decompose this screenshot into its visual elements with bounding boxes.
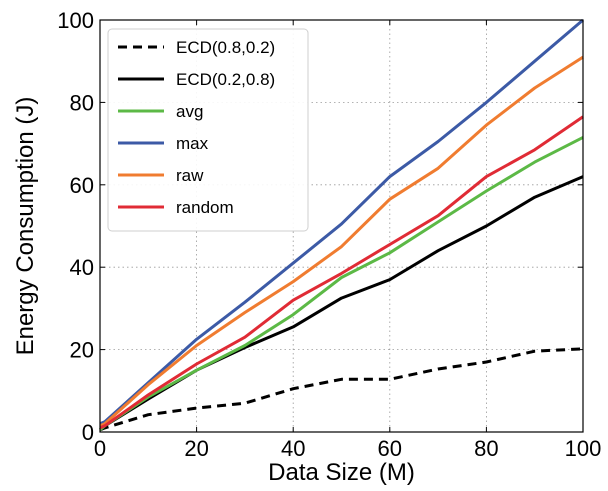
y-tick-label: 60 xyxy=(70,173,94,198)
legend-label: ECD(0.2,0.8) xyxy=(176,70,275,89)
y-tick-label: 20 xyxy=(70,338,94,363)
legend-label: random xyxy=(176,198,234,217)
legend-label: max xyxy=(176,134,209,153)
legend-label: raw xyxy=(176,166,204,185)
x-tick-label: 0 xyxy=(94,436,106,461)
plot-frame xyxy=(99,19,584,433)
y-tick-label: 40 xyxy=(70,255,94,280)
y-tick-label: 80 xyxy=(70,90,94,115)
series-lines xyxy=(99,18,584,432)
series-line-5 xyxy=(99,115,584,430)
legend: ECD(0.8,0.2) ECD(0.2,0.8) avg max raw random xyxy=(107,28,309,232)
y-axis-label: Energy Consumption (J) xyxy=(12,97,39,356)
legend-label: ECD(0.8,0.2) xyxy=(176,38,275,57)
legend-label: avg xyxy=(176,102,203,121)
x-tick-label: 40 xyxy=(281,436,305,461)
y-tick-label: 0 xyxy=(82,420,94,445)
axis-ticks: 0 20 40 60 80 100 0 20 40 60 80 100 xyxy=(57,8,601,461)
x-tick-label: 20 xyxy=(184,436,208,461)
x-axis-label: Data Size (M) xyxy=(268,459,415,486)
x-tick-label: 80 xyxy=(474,436,498,461)
x-tick-label: 60 xyxy=(378,436,402,461)
series-line-4 xyxy=(99,55,584,428)
y-tick-label: 100 xyxy=(57,8,94,33)
x-tick-label: 100 xyxy=(565,436,602,461)
